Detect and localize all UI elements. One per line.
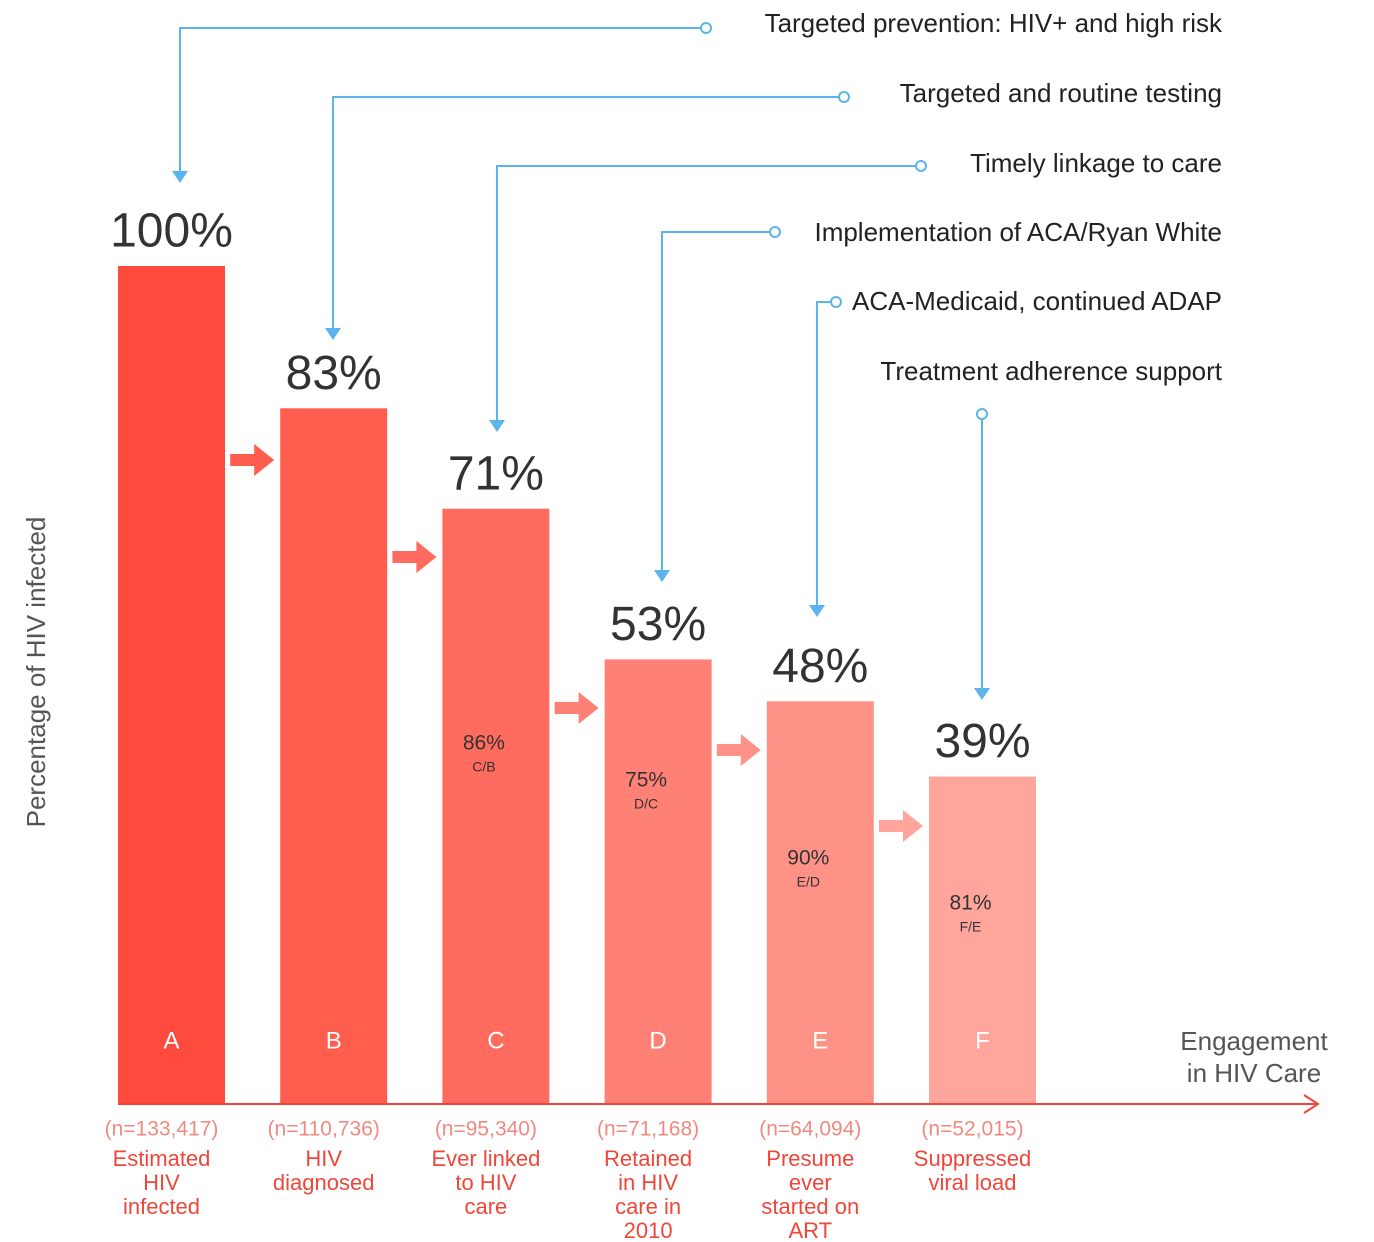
category-label: diagnosed bbox=[273, 1170, 375, 1195]
annotation-connector bbox=[496, 165, 916, 422]
annotation-dot bbox=[915, 160, 927, 172]
flow-arrow bbox=[392, 541, 437, 573]
bar-letter: B bbox=[326, 1027, 342, 1054]
count-label: (n=64,094) bbox=[759, 1118, 861, 1141]
ratio-label: 90% bbox=[787, 847, 829, 870]
category-label: ever bbox=[789, 1170, 832, 1195]
bar-letter: E bbox=[812, 1027, 828, 1054]
ratio-label: 86% bbox=[463, 732, 505, 755]
ratio-label: 81% bbox=[949, 892, 991, 915]
bar bbox=[766, 701, 874, 1103]
x-axis-label: in HIV Care bbox=[1187, 1058, 1321, 1088]
bar-letter: F bbox=[975, 1027, 990, 1054]
x-axis-arrow bbox=[1303, 1094, 1320, 1114]
annotation: Treatment adherence support bbox=[880, 356, 1222, 386]
annotation-arrowhead bbox=[172, 171, 188, 183]
bar bbox=[442, 508, 550, 1104]
count-label: (n=71,168) bbox=[597, 1118, 699, 1141]
annotation-arrowhead bbox=[489, 420, 505, 432]
category-label: HIV bbox=[305, 1146, 342, 1171]
ratio-of: D/C bbox=[634, 796, 658, 812]
bar-letter: C bbox=[487, 1027, 504, 1054]
category-label: started on bbox=[761, 1194, 859, 1219]
value-label: 83% bbox=[286, 347, 382, 400]
value-label: 39% bbox=[934, 715, 1030, 768]
annotation-dot bbox=[700, 22, 712, 34]
annotation: Targeted prevention: HIV+ and high risk bbox=[765, 8, 1223, 38]
category-label: Presume bbox=[766, 1146, 854, 1171]
count-label: (n=95,340) bbox=[435, 1118, 537, 1141]
flow-arrow bbox=[230, 444, 275, 476]
count-label: (n=52,015) bbox=[921, 1118, 1023, 1141]
annotation-arrowhead bbox=[654, 570, 670, 582]
bar bbox=[280, 408, 388, 1103]
flow-arrow bbox=[879, 810, 923, 842]
bar bbox=[604, 659, 712, 1103]
count-label: (n=110,736) bbox=[268, 1118, 380, 1141]
bar-letter: A bbox=[163, 1027, 179, 1054]
annotation-connector bbox=[661, 231, 770, 572]
category-label: infected bbox=[123, 1194, 200, 1219]
category-label: Retained bbox=[604, 1146, 692, 1171]
category-label: care bbox=[465, 1194, 508, 1219]
category-label: Estimated bbox=[113, 1146, 211, 1171]
bar bbox=[929, 776, 1036, 1103]
annotation-arrowhead bbox=[325, 328, 341, 340]
count-label: (n=133,417) bbox=[105, 1118, 219, 1141]
category-label: HIV bbox=[143, 1170, 180, 1195]
flow-arrow bbox=[716, 734, 761, 766]
y-axis-label: Percentage of HIV infected bbox=[21, 517, 51, 828]
flow-arrow bbox=[554, 692, 599, 724]
ratio-of: E/D bbox=[797, 874, 820, 890]
category-label: 2010 bbox=[624, 1218, 673, 1242]
bar bbox=[118, 266, 225, 1103]
category-label: viral load bbox=[928, 1170, 1016, 1195]
bar-letter: D bbox=[649, 1027, 666, 1054]
category-label: ART bbox=[788, 1218, 832, 1242]
value-label: 48% bbox=[772, 640, 868, 693]
value-label: 71% bbox=[448, 447, 544, 500]
annotation: ACA-Medicaid, continued ADAP bbox=[852, 286, 1222, 316]
category-label: Ever linked bbox=[431, 1146, 540, 1171]
category-label: to HIV bbox=[455, 1170, 516, 1195]
ratio-of: C/B bbox=[472, 759, 495, 775]
annotation-connector bbox=[179, 27, 701, 173]
annotation-dot bbox=[769, 226, 781, 238]
annotation-dot bbox=[830, 296, 842, 308]
value-label: 100% bbox=[110, 205, 233, 258]
annotation: Implementation of ACA/Ryan White bbox=[814, 217, 1222, 247]
value-label: 53% bbox=[610, 598, 706, 651]
ratio-of: F/E bbox=[960, 919, 982, 935]
category-label: in HIV bbox=[618, 1170, 678, 1195]
annotation: Timely linkage to care bbox=[970, 148, 1222, 178]
annotation-connector bbox=[816, 301, 831, 607]
annotation-arrowhead bbox=[809, 605, 825, 617]
ratio-label: 75% bbox=[625, 769, 667, 792]
annotation: Targeted and routine testing bbox=[900, 78, 1222, 108]
category-label: Suppressed bbox=[914, 1146, 1031, 1171]
annotation-connector bbox=[332, 96, 839, 330]
annotation-arrowhead bbox=[974, 688, 990, 700]
category-label: care in bbox=[615, 1194, 681, 1219]
annotation-dot bbox=[838, 91, 850, 103]
annotation-dot bbox=[976, 408, 988, 420]
x-axis-label: Engagement bbox=[1180, 1026, 1328, 1056]
